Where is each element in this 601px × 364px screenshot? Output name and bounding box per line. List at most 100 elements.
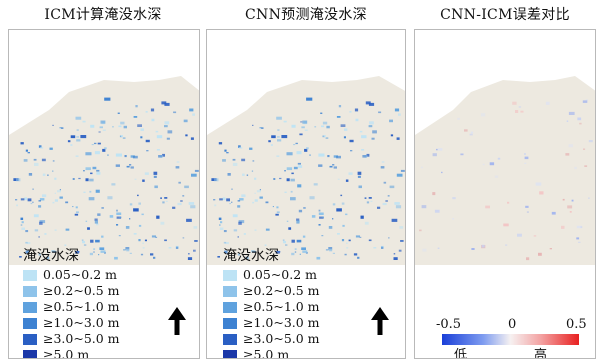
- flood-cell: [393, 253, 396, 255]
- flood-cell: [102, 129, 106, 131]
- legend-item: ≥3.0~5.0 m: [223, 331, 320, 347]
- flood-cell: [357, 171, 362, 175]
- flood-cell: [291, 252, 295, 256]
- flood-cell: [378, 111, 382, 114]
- flood-cell: [441, 171, 443, 174]
- flood-cell: [481, 244, 485, 248]
- flood-cell: [227, 173, 231, 176]
- flood-cell: [340, 124, 346, 127]
- legend-label: ≥3.0~5.0 m: [243, 331, 320, 346]
- flood-cell: [337, 233, 340, 235]
- flood-cell: [72, 206, 74, 208]
- flood-cell: [482, 163, 485, 166]
- legend-item: 0.05~0.2 m: [223, 267, 320, 283]
- flood-cell: [211, 178, 217, 181]
- flood-cell: [237, 236, 239, 238]
- flood-cell: [394, 202, 400, 205]
- flood-cell: [309, 196, 315, 200]
- flood-cell: [526, 257, 530, 261]
- flood-cell: [318, 212, 324, 215]
- flood-cell: [361, 149, 365, 151]
- flood-cell: [551, 211, 556, 215]
- legend-label: 0.05~0.2 m: [43, 267, 118, 282]
- flood-cell: [125, 247, 130, 250]
- legend-item: ≥0.5~1.0 m: [23, 299, 120, 315]
- flood-cell: [42, 173, 46, 176]
- flood-cell: [126, 165, 130, 168]
- flood-cell: [39, 220, 46, 224]
- flood-cell: [49, 147, 53, 150]
- flood-cell: [99, 126, 103, 129]
- flood-cell: [325, 249, 329, 251]
- flood-cell: [246, 174, 249, 176]
- flood-cell: [398, 113, 401, 116]
- panel-title-cnn: CNN预测淹没水深: [245, 7, 367, 23]
- legend-swatch: [23, 285, 37, 297]
- flood-cell: [344, 253, 347, 256]
- flood-cell: [130, 155, 135, 158]
- flood-cell: [101, 235, 104, 238]
- flood-cell: [295, 142, 298, 145]
- flood-cell: [85, 152, 92, 156]
- flood-cell: [142, 242, 144, 244]
- flood-cell: [348, 172, 353, 175]
- flood-cell: [65, 201, 69, 204]
- flood-cell: [70, 144, 73, 146]
- icm-depth-map: [9, 76, 199, 265]
- flood-cell: [588, 197, 590, 199]
- flood-cell: [321, 125, 325, 128]
- flood-cell: [129, 203, 133, 206]
- flood-cell: [332, 252, 335, 254]
- flood-cell: [585, 99, 589, 101]
- legend-item: ≥0.2~0.5 m: [223, 283, 320, 299]
- flood-cell: [138, 224, 142, 227]
- flood-cell: [368, 125, 373, 128]
- flood-cell: [107, 196, 113, 200]
- flood-cell: [20, 224, 23, 226]
- flood-cell: [34, 162, 39, 166]
- flood-cell: [237, 200, 241, 202]
- flood-cell: [322, 135, 325, 138]
- flood-cell: [279, 177, 282, 180]
- flood-cell: [252, 124, 254, 126]
- flood-cell: [142, 179, 145, 182]
- flood-cell: [359, 130, 363, 133]
- error-panel: -0.5 0 0.5 低于 高于: [414, 29, 596, 359]
- legend-swatch: [223, 349, 237, 358]
- flood-cell: [25, 230, 29, 233]
- flood-cell: [87, 227, 90, 230]
- flood-cell: [580, 226, 583, 228]
- flood-cell: [460, 153, 464, 156]
- flood-cell: [271, 135, 276, 139]
- flood-cell: [94, 142, 97, 145]
- flood-cell: [318, 209, 321, 212]
- flood-cell: [322, 121, 328, 125]
- flood-cell: [54, 177, 57, 180]
- flood-cell: [83, 244, 87, 246]
- flood-cell: [75, 155, 79, 157]
- flood-cell: [46, 256, 50, 259]
- flood-cell: [129, 218, 131, 220]
- flood-cell: [153, 171, 158, 175]
- flood-cell: [293, 166, 298, 170]
- legend-item: ≥5.0 m: [223, 347, 320, 358]
- flood-cell: [336, 116, 341, 118]
- flood-cell: [27, 198, 32, 202]
- flood-cell: [321, 216, 324, 219]
- flood-cell: [512, 101, 517, 105]
- flood-cell: [283, 241, 286, 244]
- flood-cell: [566, 120, 569, 122]
- flood-cell: [135, 105, 138, 108]
- legend-item: ≥1.0~3.0 m: [23, 315, 120, 331]
- colorbar-mid-label: 0: [508, 317, 517, 332]
- flood-cell: [120, 121, 125, 125]
- flood-cell: [150, 108, 155, 112]
- flood-cell: [419, 229, 422, 232]
- flood-cell: [306, 147, 309, 150]
- flood-cell: [27, 152, 30, 154]
- flood-cell: [518, 106, 522, 108]
- flood-cell: [336, 155, 341, 159]
- flood-cell: [75, 116, 82, 120]
- flood-cell: [133, 233, 137, 235]
- flood-cell: [254, 192, 256, 194]
